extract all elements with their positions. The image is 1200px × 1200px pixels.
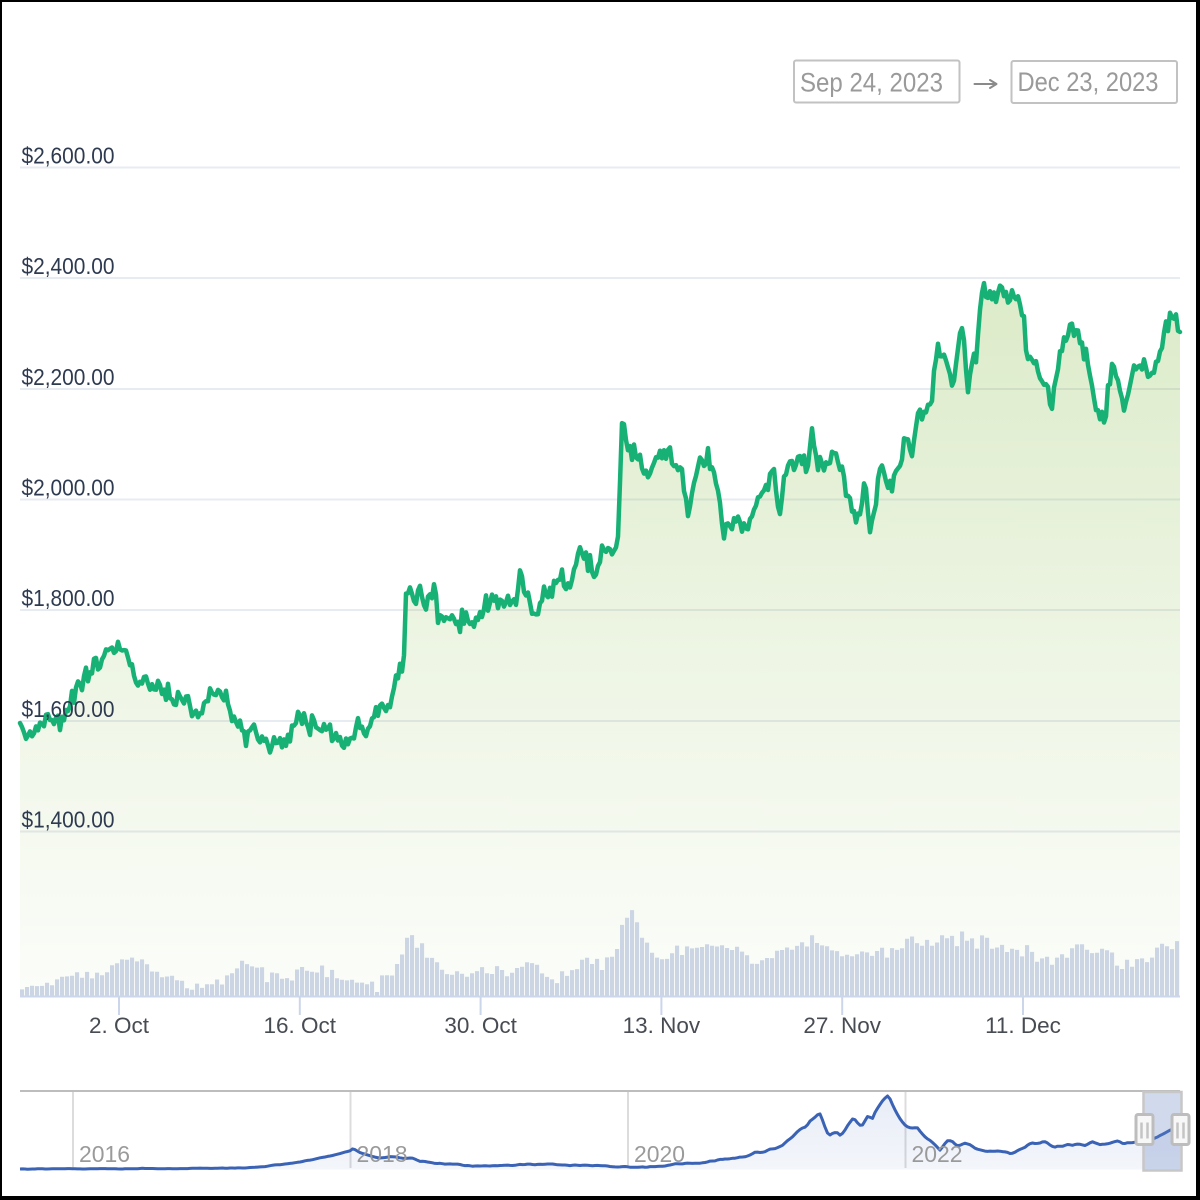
svg-text:$1,800.00: $1,800.00 [22, 585, 115, 611]
svg-text:Sep 24, 2023: Sep 24, 2023 [800, 68, 943, 98]
svg-text:$2,000.00: $2,000.00 [22, 475, 115, 501]
svg-text:$2,200.00: $2,200.00 [22, 364, 115, 390]
svg-text:Dec 23, 2023: Dec 23, 2023 [1018, 67, 1159, 97]
svg-text:30. Oct: 30. Oct [444, 1013, 517, 1038]
svg-text:2022: 2022 [912, 1141, 963, 1167]
svg-text:$1,600.00: $1,600.00 [22, 696, 115, 722]
svg-text:16. Oct: 16. Oct [264, 1013, 337, 1038]
svg-text:2020: 2020 [634, 1141, 685, 1167]
svg-text:$1,400.00: $1,400.00 [22, 807, 115, 833]
svg-text:2018: 2018 [357, 1141, 408, 1167]
svg-text:27. Nov: 27. Nov [803, 1013, 881, 1038]
svg-text:13. Nov: 13. Nov [623, 1013, 701, 1038]
svg-text:2. Oct: 2. Oct [89, 1013, 150, 1038]
svg-text:$2,600.00: $2,600.00 [22, 143, 115, 169]
svg-text:2016: 2016 [79, 1141, 130, 1167]
svg-text:11. Dec: 11. Dec [985, 1013, 1061, 1038]
svg-text:$2,400.00: $2,400.00 [22, 253, 115, 279]
